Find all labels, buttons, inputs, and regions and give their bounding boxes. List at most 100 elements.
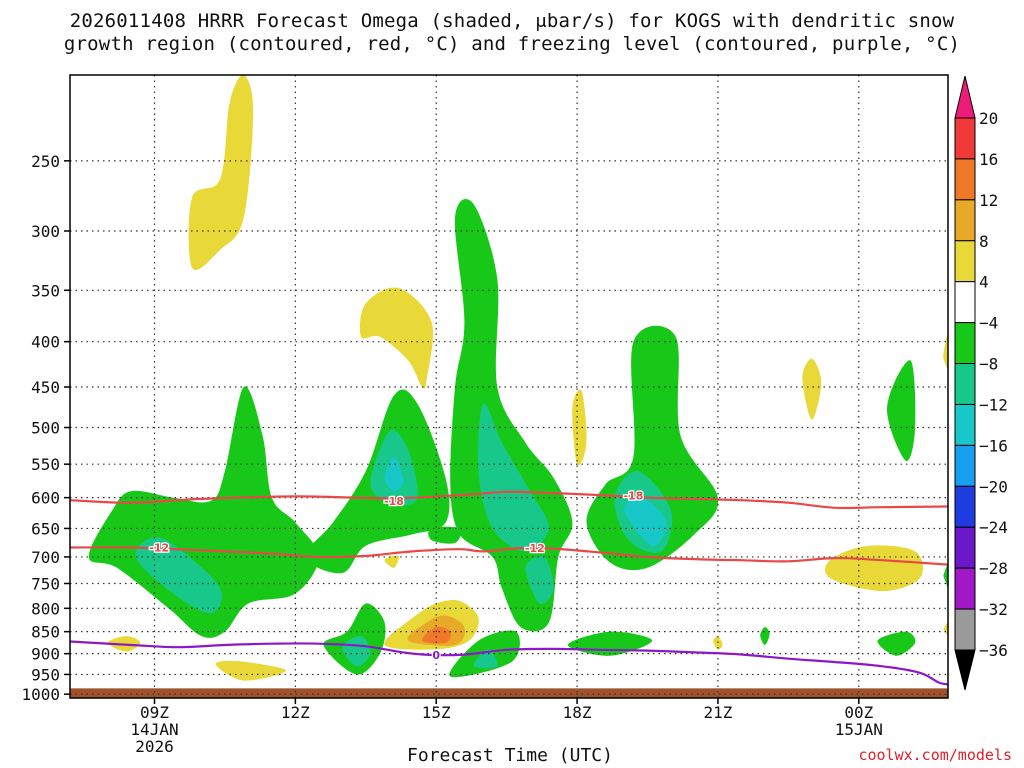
y-tick-label-550: 550	[31, 455, 60, 474]
contour-label-3: -12	[525, 542, 545, 555]
omega-region-32	[877, 631, 916, 656]
colorbar-box-10	[954, 526, 976, 569]
omega-region-18	[384, 457, 404, 492]
omega-region-33	[886, 360, 916, 462]
y-tick-label-500: 500	[31, 419, 60, 438]
omega-region-14	[88, 386, 319, 638]
x-date-label-00Z: 15JAN	[835, 720, 883, 739]
omega-region-5	[825, 545, 924, 592]
colorbar-label-9: −20	[979, 477, 1008, 496]
omega-region-20	[477, 403, 549, 552]
grid-layer	[70, 75, 948, 698]
contour-layer: -18 -18 -12 -12 0	[70, 488, 948, 686]
omega-region-35	[247, 426, 258, 473]
colorbar-box-8	[954, 444, 976, 487]
y-tick-label-400: 400	[31, 333, 60, 352]
omega-region-1	[359, 287, 433, 389]
chart-title-line2: growth region (contoured, red, °C) and f…	[63, 33, 961, 55]
contour-label-4: 0	[432, 649, 440, 662]
y-tick-label-600: 600	[31, 489, 60, 508]
omega-region-4	[943, 331, 948, 370]
colorbar-box-7	[954, 403, 976, 446]
colorbar-label-3: 8	[979, 232, 989, 251]
omega-region-30	[567, 631, 653, 656]
x-tick-label-18Z: 18Z	[563, 703, 592, 722]
colorbar-box-1	[954, 158, 976, 201]
omega-region-9	[384, 555, 400, 568]
y-tick-label-800: 800	[31, 599, 60, 618]
y-tick-label-950: 950	[31, 665, 60, 684]
colorbar-top-triangle	[954, 75, 976, 119]
x-tick-label-12Z: 12Z	[281, 703, 310, 722]
colorbar-bottom-triangle	[954, 649, 976, 691]
x-date-label-09Z: 14JAN	[130, 720, 178, 739]
omega-region-22	[428, 526, 462, 544]
omega-region-15	[135, 537, 222, 614]
colorbar-label-12: −32	[979, 600, 1008, 619]
omega-region-31	[760, 627, 770, 646]
colorbar-label-2: 12	[979, 191, 998, 210]
contour-0	[70, 490, 948, 510]
colorbar-label-4: 4	[979, 273, 989, 292]
omega-region-27	[342, 636, 371, 667]
pressure-axis: 250 300 350 400 450 500 550 600 650 700 750 800 850 9…	[21, 152, 70, 704]
omega-region-29	[473, 649, 498, 669]
y-tick-label-250: 250	[31, 152, 60, 171]
y-tick-label-300: 300	[31, 222, 60, 241]
colorbar-label-8: −16	[979, 436, 1008, 455]
omega-region-0	[188, 75, 254, 270]
omega-region-8	[215, 660, 287, 681]
colorbar-label-1: 16	[979, 150, 998, 169]
colorbar-box-12	[954, 608, 976, 651]
y-tick-label-1000: 1000	[21, 685, 60, 704]
x-tick-label-09Z: 09Z	[140, 703, 169, 722]
x-axis-title: Forecast Time (UTC)	[407, 745, 613, 766]
colorbar-label-13: −36	[979, 641, 1008, 660]
colorbar-box-5	[954, 322, 976, 365]
x-tick-label-15Z: 15Z	[422, 703, 451, 722]
y-tick-label-450: 450	[31, 378, 60, 397]
credit-link[interactable]: coolwx.com/models	[858, 746, 1012, 764]
omega-region-19	[450, 199, 573, 632]
x-year-label-09Z: 2026	[135, 737, 174, 756]
y-tick-label-750: 750	[31, 574, 60, 593]
colorbar-box-3	[954, 240, 976, 283]
chart-title-line1: 2026011408 HRRR Forecast Omega (shaded, …	[69, 10, 955, 32]
x-tick-label-00Z: 00Z	[844, 703, 873, 722]
ground-layer	[70, 688, 948, 698]
omega-region-34	[943, 564, 948, 589]
colorbar-label-5: −4	[979, 314, 998, 333]
contour-label-0: -18	[384, 495, 404, 508]
contour-label-2: -12	[149, 541, 169, 554]
colorbar-label-0: 20	[979, 109, 998, 128]
colorbar-box-11	[954, 567, 976, 610]
y-tick-label-850: 850	[31, 623, 60, 642]
y-tick-label-900: 900	[31, 645, 60, 664]
omega-region-6	[943, 622, 948, 637]
contour-label-1: -18	[623, 490, 643, 503]
colorbar-label-7: −12	[979, 395, 1008, 414]
colorbar-box-9	[954, 485, 976, 528]
omega-region-13	[421, 626, 451, 644]
omega-colorbar: 20 16 12 8 4 −4 −8 −12 −16 −20 −24 −28 −32 −36	[954, 75, 1008, 691]
contour-2	[70, 640, 948, 686]
y-tick-label-650: 650	[31, 519, 60, 538]
ground-below-surface	[70, 688, 948, 698]
x-tick-label-21Z: 21Z	[703, 703, 732, 722]
colorbar-label-11: −28	[979, 559, 1008, 578]
contour-1	[70, 546, 948, 566]
colorbar-box-0	[954, 117, 976, 160]
colorbar-box-4	[954, 281, 976, 324]
colorbar-label-10: −24	[979, 518, 1008, 537]
omega-region-25	[623, 497, 667, 546]
y-tick-label-350: 350	[31, 281, 60, 300]
colorbar-box-2	[954, 199, 976, 242]
y-tick-label-700: 700	[31, 548, 60, 567]
colorbar-box-6	[954, 363, 976, 405]
omega-region-21	[525, 556, 554, 605]
omega-region-3	[802, 358, 822, 420]
omega-region-2	[572, 389, 587, 466]
omega-shading-layer	[88, 75, 948, 681]
